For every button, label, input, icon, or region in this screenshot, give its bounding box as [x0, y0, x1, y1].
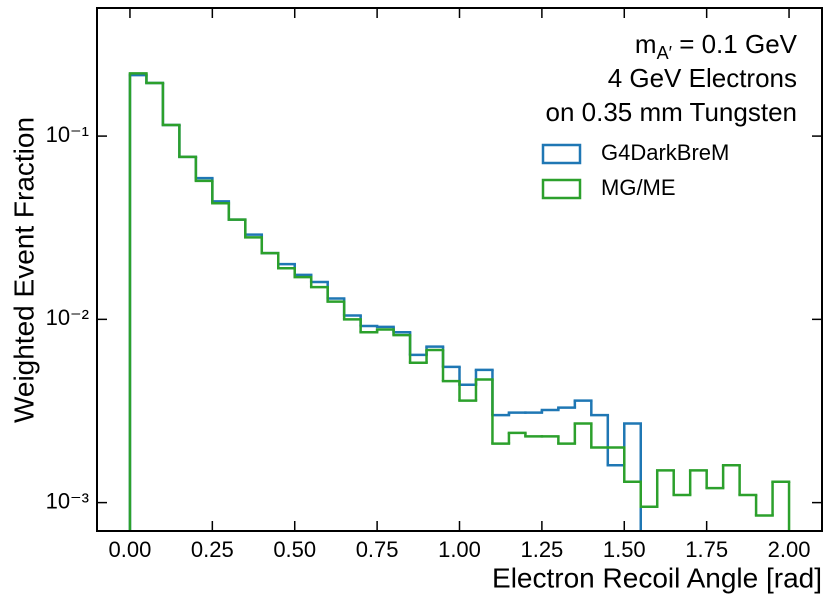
annotation-text: = 0.1 GeV: [672, 29, 798, 59]
annotation: on 0.35 mm Tungsten: [546, 97, 797, 127]
y-tick-label: 10⁻²: [46, 305, 89, 330]
step-connector: [128, 75, 642, 531]
x-tick-label: 0.50: [273, 537, 316, 562]
x-tick-label: 1.50: [603, 537, 646, 562]
legend-swatch: [541, 143, 582, 165]
x-tick-label: 1.00: [438, 537, 481, 562]
x-axis-label: Electron Recoil Angle [rad]: [492, 562, 822, 593]
step-connector: [128, 73, 791, 531]
legend-label: G4DarkBreM: [601, 140, 729, 165]
legend-swatch: [541, 178, 582, 200]
y-axis-label: Weighted Event Fraction: [8, 117, 39, 423]
annotation-subscript: A′: [657, 43, 673, 63]
x-tick-label: 0.00: [109, 537, 152, 562]
annotation-symbol: m: [635, 29, 657, 59]
y-tick-label: 10⁻³: [46, 488, 89, 513]
x-tick-label: 0.25: [191, 537, 234, 562]
annotation: mA′ = 0.1 GeV: [635, 29, 798, 63]
legend-label: MG/ME: [601, 175, 676, 200]
y-tick-label: 10⁻¹: [46, 122, 89, 147]
x-tick-label: 2.00: [768, 537, 811, 562]
plot-frame: [96, 7, 823, 532]
annotation: 4 GeV Electrons: [608, 63, 797, 93]
x-tick-label: 1.25: [520, 537, 563, 562]
x-tick-label: 0.75: [356, 537, 399, 562]
x-tick-label: 1.75: [685, 537, 728, 562]
